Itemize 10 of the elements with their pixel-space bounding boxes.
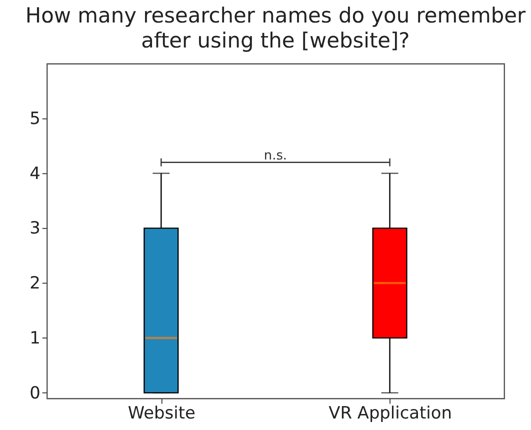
x-tick-label: Website	[128, 402, 196, 423]
annotation: n.s.	[264, 148, 288, 164]
y-tick-label: 0	[30, 382, 40, 402]
y-tick-label: 5	[30, 108, 40, 128]
y-tick-label: 2	[30, 272, 40, 293]
y-tick-label: 4	[30, 162, 40, 183]
y-tick-label: 1	[30, 327, 40, 348]
x-tick-label: VR Application	[328, 402, 452, 423]
chart-title: How many researcher names do you remember after using the [website]?	[25, 4, 526, 53]
y-tick-label: 3	[30, 218, 40, 238]
